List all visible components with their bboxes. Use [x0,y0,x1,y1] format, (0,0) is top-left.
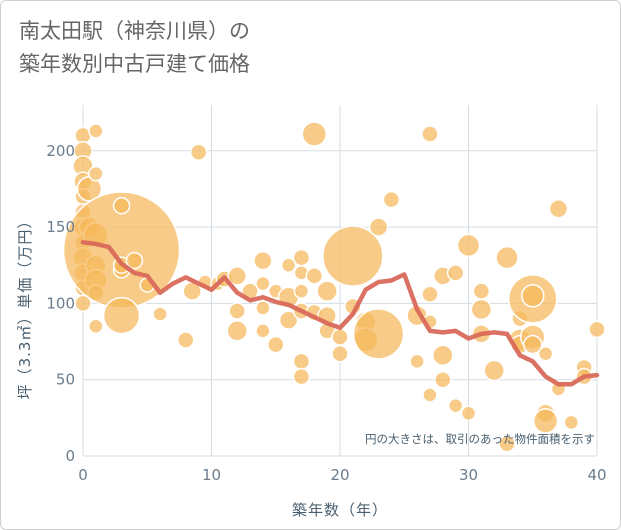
bubble-point [280,257,297,273]
bubble-point [305,267,324,285]
bubble-point [255,300,271,316]
bubble-point [563,414,580,431]
y-tick-label: 0 [65,447,75,465]
bubble-point [331,345,349,363]
y-axis-title: 坪（3.3㎡）単価（万円） [16,213,34,400]
bubble-point [292,352,311,371]
bubble-point [368,217,389,237]
bubble-point [532,408,559,434]
bubble-point [88,165,104,182]
bubble-point [301,121,328,147]
bubble-point [523,334,543,355]
bubble-size-note: 円の大きさは、取引のあった物件面積を示す [365,432,595,446]
bubble-point [483,359,505,382]
y-tick-label: 50 [56,371,75,389]
bubble-point [74,294,92,313]
bubble-point [446,264,465,282]
y-tick-label: 150 [46,218,75,236]
bubble-point [293,283,310,299]
bubble-point [382,190,401,209]
bubble-point [322,225,384,287]
chart-title-line2: 築年数別中古戸建て価格 [19,52,250,76]
bubble-point [421,125,439,143]
bubble-point [495,245,519,270]
bubble-point [112,196,131,215]
average-line [80,240,600,387]
x-tick-label: 40 [587,466,606,484]
x-tick-label: 0 [78,466,88,484]
bubble-point [228,302,246,320]
bubble-point [472,282,491,300]
bubble-point [548,199,569,219]
bubble-point [421,285,439,303]
bubble-point [255,275,271,292]
bubble-point [152,306,168,322]
bubble-point [292,367,311,386]
bubble-point [102,296,141,335]
bubble-point [253,250,273,271]
bubble-point [189,143,208,162]
bubble-point [409,353,425,370]
bubble-point [227,266,247,286]
bubble-point [470,298,493,321]
bubble-point [432,344,454,367]
bubble-point [498,435,516,453]
bubble-point [226,320,248,342]
chart-title: 南太田駅（神奈川県）の 築年数別中古戸建て価格 [19,15,579,81]
bubble-point [255,323,271,339]
chart-title-line1: 南太田駅（神奈川県）の [19,19,250,43]
bubble-point [177,331,195,349]
x-tick-label: 20 [330,466,349,484]
bubble-point [588,320,606,339]
bubble-point [422,387,438,403]
average-line-series [80,240,600,387]
bubble-series [62,121,606,453]
bubble-point [278,310,299,330]
x-tick-label: 30 [459,466,478,484]
bubble-point [460,405,477,422]
x-tick-label: 10 [202,466,221,484]
bubble-point [352,308,405,360]
bubble-point [537,346,554,362]
bubble-point [316,280,338,302]
bubble-point [521,284,545,308]
bubble-point [88,318,104,335]
bubble-point [456,233,481,258]
bubble-point [88,123,104,139]
x-axis-title: 築年数（年） [292,501,388,519]
axis-ticks: 0 50 100 150 200 0 10 20 30 40 [46,142,606,484]
y-tick-label: 200 [46,142,75,160]
bubble-point [267,335,285,354]
bubble-point [292,248,311,267]
bubble-point [331,328,349,346]
bubble-point [447,397,464,414]
bubble-point [125,251,144,270]
y-tick-label: 100 [46,294,75,312]
bubble-point [434,370,452,389]
